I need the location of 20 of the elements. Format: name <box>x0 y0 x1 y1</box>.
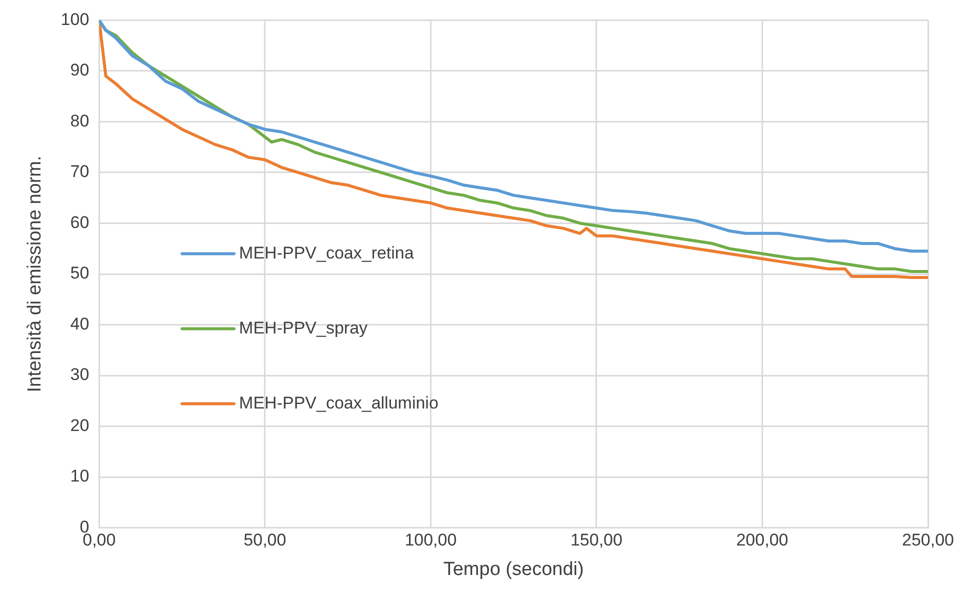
y-tick-label: 50 <box>70 264 90 283</box>
y-tick-label: 40 <box>70 314 90 334</box>
y-tick-label: 70 <box>70 162 90 182</box>
x-axis-title: Tempo (secondi) <box>443 558 584 580</box>
legend-label: MEH-PPV_coax_alluminio <box>239 393 438 412</box>
x-tick-label: 100,00 <box>404 530 457 550</box>
x-tick-label: 150,00 <box>570 530 622 550</box>
x-tick-label: 50,00 <box>244 530 286 550</box>
y-tick-label: 60 <box>70 212 90 232</box>
legend-label: MEH-PPV_spray <box>239 318 368 338</box>
y-tick-label: 90 <box>70 60 90 80</box>
y-tick-label: 20 <box>70 416 90 435</box>
legend-label: MEH-PPV_coax_retina <box>239 243 414 262</box>
y-tick-label: 30 <box>70 365 90 384</box>
y-tick-label: 80 <box>70 111 90 130</box>
y-axis-title: Intensità di emissione norm. <box>24 156 46 392</box>
x-tick-label: 250,00 <box>902 530 954 550</box>
x-tick-label: 200,00 <box>736 530 788 550</box>
y-tick-label: 10 <box>70 466 90 486</box>
y-tick-label: 100 <box>60 10 90 29</box>
